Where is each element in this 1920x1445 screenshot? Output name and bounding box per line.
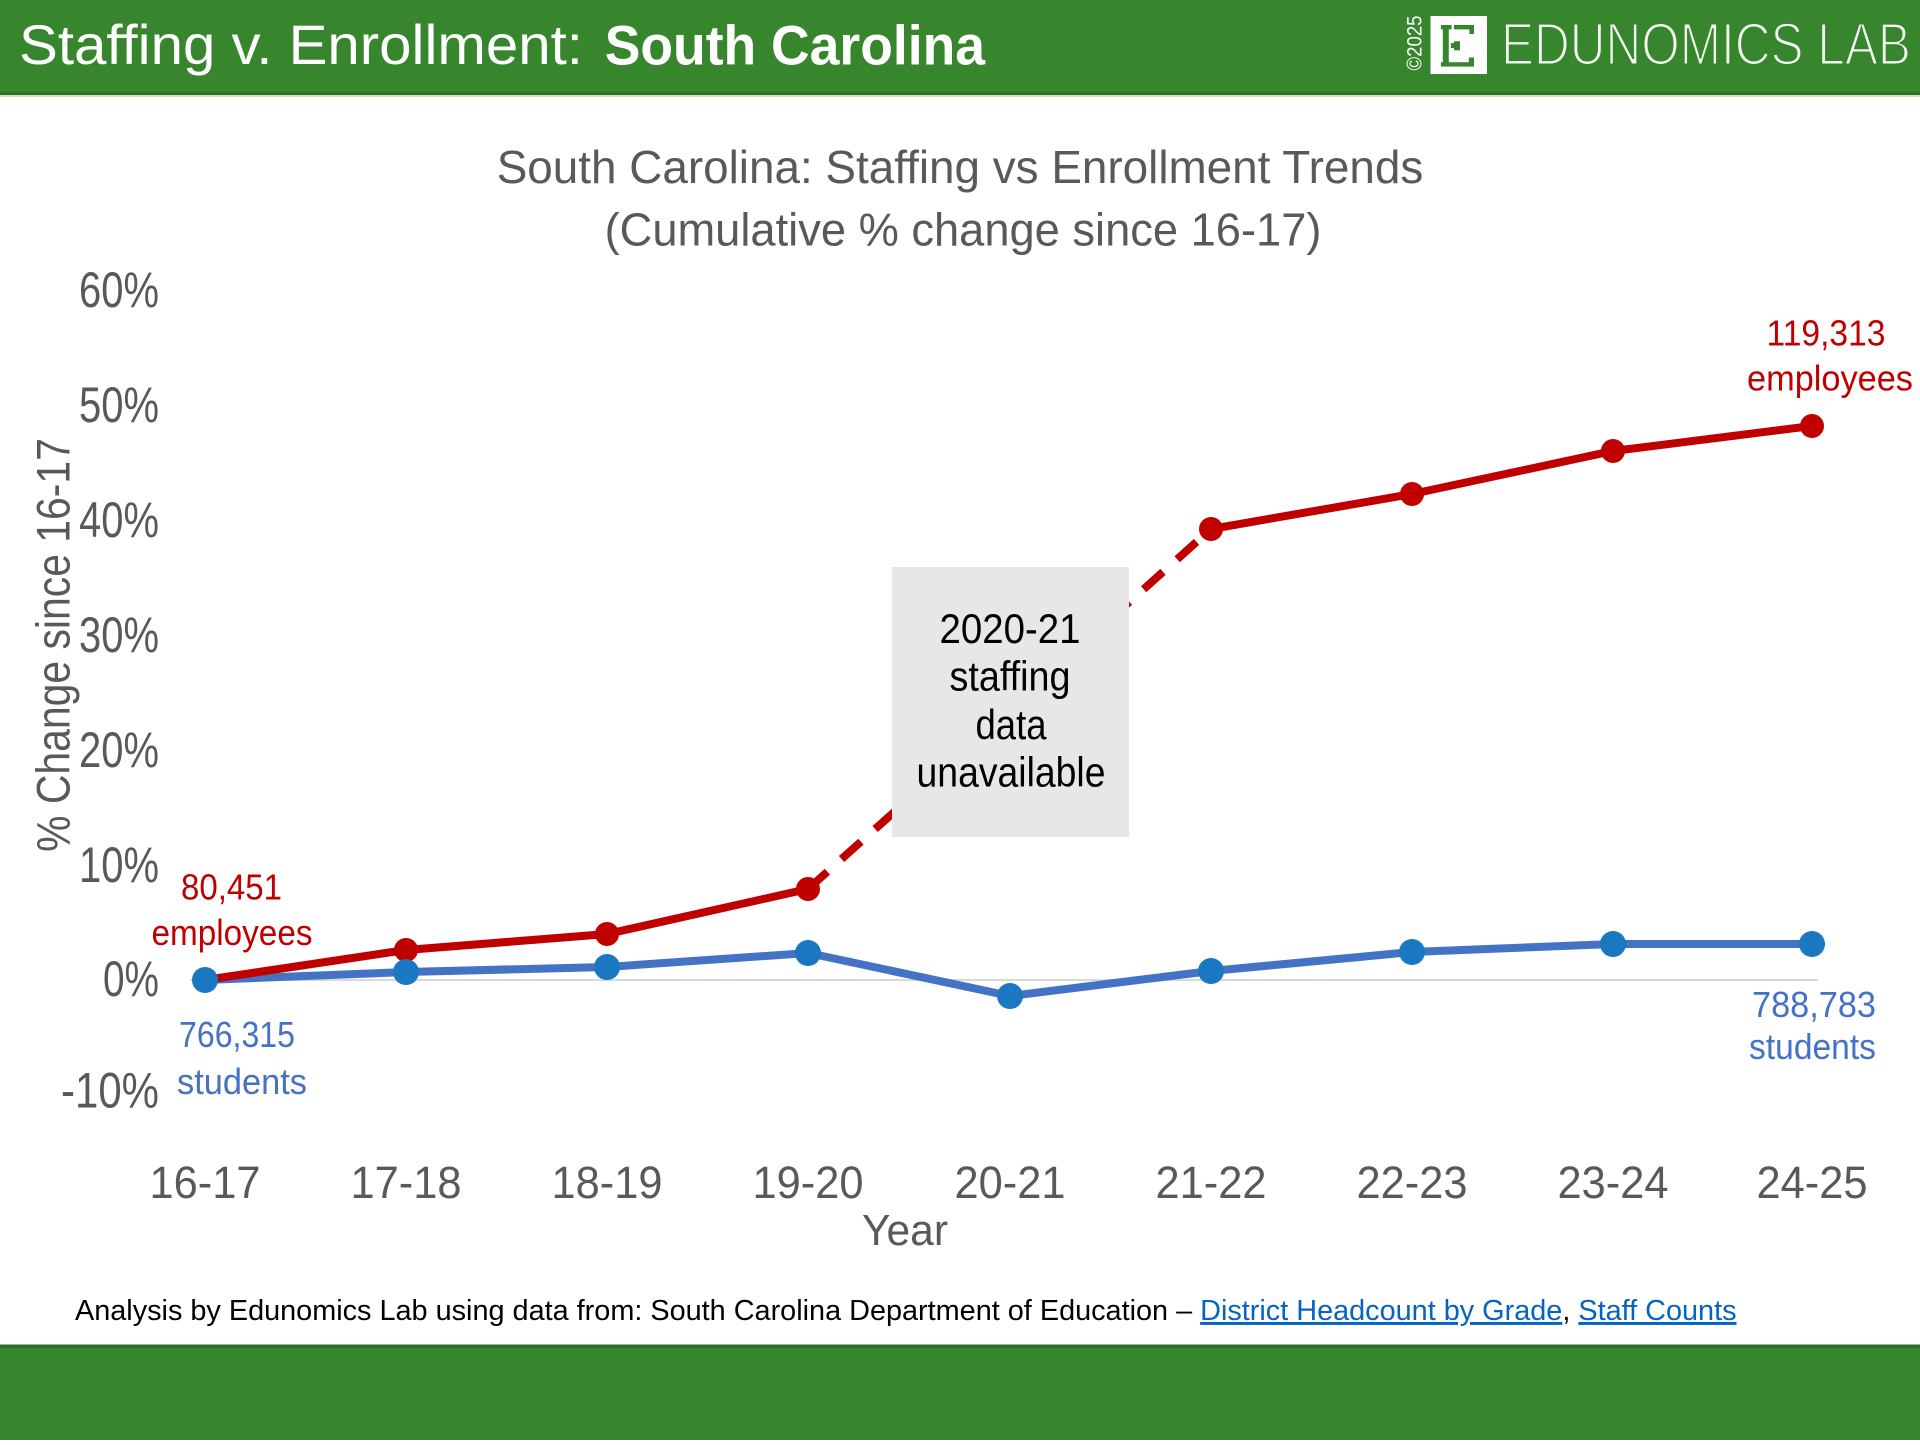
svg-text:staffing: staffing — [950, 654, 1071, 700]
svg-text:(Cumulative % change since 16-: (Cumulative % change since 16-17) — [605, 204, 1322, 255]
svg-text:30%: 30% — [79, 607, 159, 663]
svg-text:students: students — [177, 1062, 307, 1102]
svg-text:students: students — [1749, 1027, 1876, 1067]
svg-text:80,451: 80,451 — [181, 868, 282, 908]
svg-text:South Carolina: South Carolina — [605, 13, 986, 76]
svg-text:18-19: 18-19 — [552, 1158, 663, 1208]
svg-text:21-22: 21-22 — [1156, 1158, 1267, 1208]
svg-text:60%: 60% — [79, 262, 159, 318]
svg-text:Staffing v. Enrollment:: Staffing v. Enrollment: — [19, 14, 583, 77]
svg-text:788,783: 788,783 — [1752, 985, 1876, 1025]
svg-text:24-25: 24-25 — [1757, 1158, 1868, 1208]
svg-text:% Change since 16-17: % Change since 16-17 — [28, 438, 80, 852]
svg-text:50%: 50% — [79, 377, 159, 433]
svg-text:10%: 10% — [79, 837, 159, 893]
svg-text:23-24: 23-24 — [1558, 1158, 1669, 1208]
svg-text:40%: 40% — [79, 492, 159, 548]
svg-text:766,315: 766,315 — [179, 1015, 295, 1055]
svg-text:16-17: 16-17 — [150, 1158, 261, 1208]
svg-text:EDUNOMICS LAB: EDUNOMICS LAB — [1501, 11, 1911, 77]
svg-text:employees: employees — [1747, 359, 1913, 399]
svg-text:20%: 20% — [79, 722, 159, 778]
svg-text:2020-21: 2020-21 — [940, 606, 1081, 653]
svg-text:17-18: 17-18 — [351, 1158, 462, 1208]
svg-text:-10%: -10% — [61, 1062, 159, 1118]
svg-text:unavailable: unavailable — [917, 750, 1106, 796]
svg-text:South Carolina: Staffing vs En: South Carolina: Staffing vs Enrollment T… — [497, 141, 1424, 193]
svg-text:©2025: ©2025 — [1403, 16, 1426, 71]
svg-text:20-21: 20-21 — [955, 1158, 1066, 1208]
svg-text:22-23: 22-23 — [1357, 1158, 1468, 1208]
svg-text:19-20: 19-20 — [753, 1158, 864, 1208]
svg-text:employees: employees — [152, 914, 313, 953]
svg-text:119,313: 119,313 — [1767, 313, 1886, 353]
svg-text:Analysis by Edunomics Lab usin: Analysis by Edunomics Lab using data fro… — [75, 1295, 1736, 1327]
svg-text:0%: 0% — [103, 953, 159, 1008]
svg-text:Year: Year — [862, 1207, 948, 1256]
svg-text:data: data — [976, 702, 1047, 749]
